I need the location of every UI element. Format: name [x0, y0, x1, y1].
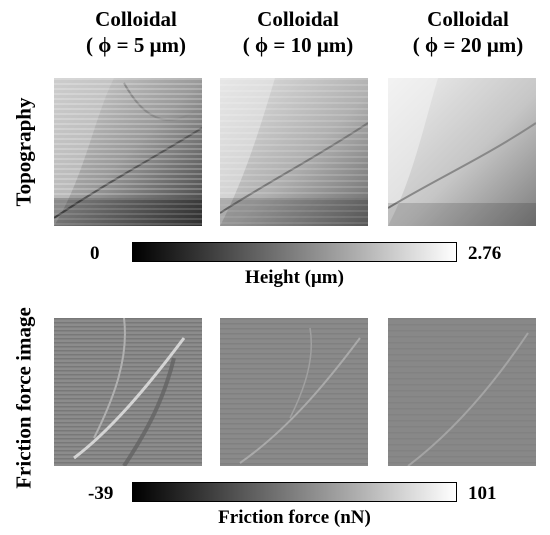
friction-max-label: 101 [468, 483, 497, 504]
column-title-line2: ( ϕ = 5 μm) [86, 33, 186, 57]
height-axis-label: Height (μm) [245, 267, 344, 288]
topography-image-5um [54, 78, 202, 226]
topography-image-10um [220, 78, 368, 226]
column-title-20um: Colloidal ( ϕ = 20 μm) [383, 6, 550, 58]
topography-image-20um [388, 78, 536, 226]
row-label-topography: Topography [11, 97, 36, 207]
height-min-label: 0 [90, 243, 100, 264]
column-title-line1: Colloidal [95, 7, 177, 31]
friction-min-label: -39 [88, 483, 114, 504]
column-title-10um: Colloidal ( ϕ = 10 μm) [213, 6, 383, 58]
column-title-line2: ( ϕ = 10 μm) [242, 33, 354, 57]
friction-image-20um [388, 318, 536, 466]
height-max-label: 2.76 [468, 243, 502, 264]
column-title-line2: ( ϕ = 20 μm) [412, 33, 524, 57]
row-label-friction: Friction force image [11, 307, 36, 489]
column-title-line1: Colloidal [427, 7, 509, 31]
height-colorbar [132, 242, 457, 262]
friction-image-10um [220, 318, 368, 466]
friction-colorbar [132, 482, 457, 502]
column-title-5um: Colloidal ( ϕ = 5 μm) [51, 6, 221, 58]
friction-image-5um [54, 318, 202, 466]
column-title-line1: Colloidal [257, 7, 339, 31]
friction-axis-label: Friction force (nN) [218, 507, 371, 528]
